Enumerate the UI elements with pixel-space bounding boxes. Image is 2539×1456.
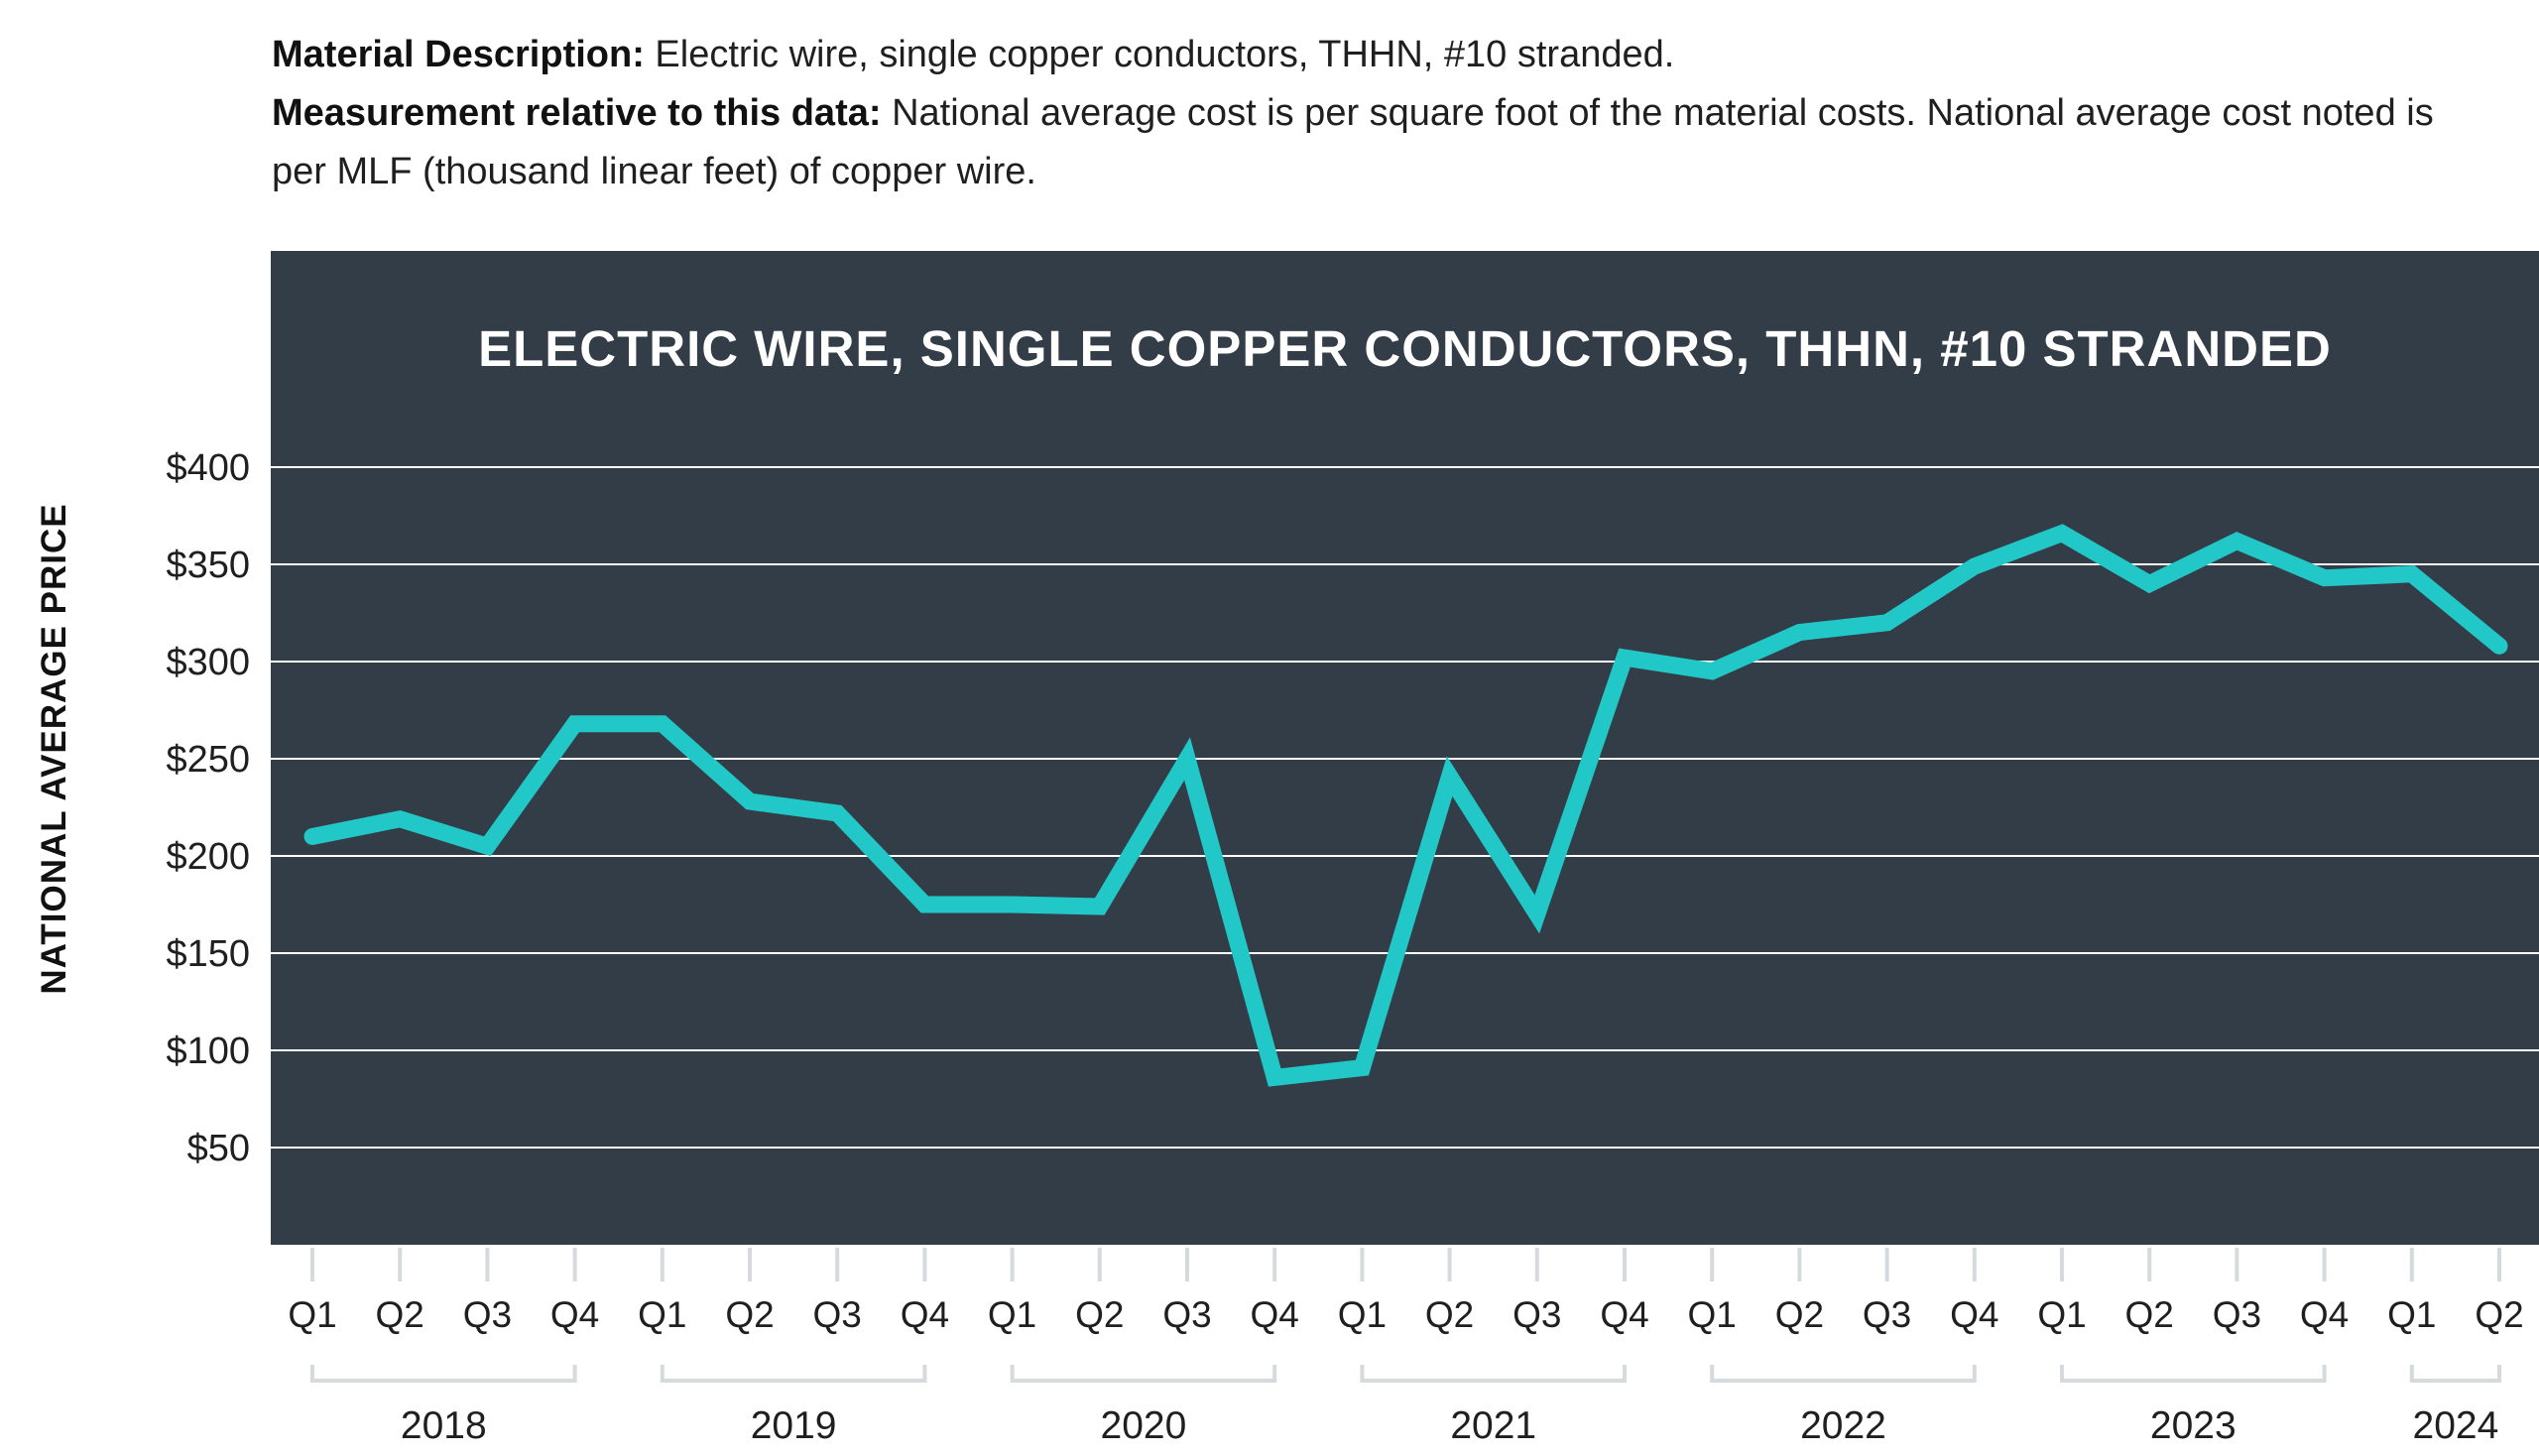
x-tick-label: Q1 bbox=[988, 1294, 1036, 1335]
material-description: Material Description: Electric wire, sin… bbox=[272, 26, 2493, 201]
description-label-1: Material Description: bbox=[272, 34, 645, 75]
data-point bbox=[2498, 645, 2500, 648]
price-series-line bbox=[303, 524, 2508, 1087]
year-bracket bbox=[1010, 1365, 1277, 1383]
x-tick-label: Q2 bbox=[1775, 1294, 1824, 1335]
y-tick-label: $50 bbox=[187, 1128, 250, 1169]
x-tick-label: Q3 bbox=[1162, 1294, 1211, 1335]
data-point bbox=[1186, 758, 1188, 760]
description-line-1: Material Description: Electric wire, sin… bbox=[272, 26, 2493, 84]
x-tick-label: Q1 bbox=[288, 1294, 336, 1335]
y-tick-label: $250 bbox=[166, 739, 250, 781]
y-tick-label: $400 bbox=[166, 447, 250, 489]
data-point bbox=[573, 722, 576, 725]
year-label: 2024 bbox=[2413, 1404, 2499, 1447]
data-point bbox=[1885, 621, 1888, 624]
y-tick-label: $150 bbox=[166, 933, 250, 975]
chart-title: ELECTRIC WIRE, SINGLE COPPER CONDUCTORS,… bbox=[478, 320, 2332, 377]
x-tick-label: Q4 bbox=[550, 1294, 599, 1335]
x-tick-label: Q1 bbox=[2387, 1294, 2436, 1335]
data-point bbox=[2410, 572, 2413, 575]
y-tick-label: $300 bbox=[166, 642, 250, 683]
year-label: 2019 bbox=[751, 1404, 837, 1447]
x-tick-label: Q2 bbox=[2475, 1294, 2523, 1335]
data-point bbox=[1624, 657, 1626, 660]
data-point bbox=[486, 845, 489, 848]
description-line-2: Measurement relative to this data: Natio… bbox=[272, 84, 2493, 201]
x-tick-label: Q4 bbox=[901, 1294, 949, 1335]
data-point bbox=[1011, 904, 1014, 906]
chart-panel bbox=[271, 251, 2539, 1245]
data-point bbox=[1798, 631, 1801, 634]
data-point bbox=[836, 811, 839, 814]
x-tick-label: Q1 bbox=[1688, 1294, 1737, 1335]
x-tick-label: Q2 bbox=[376, 1294, 424, 1335]
data-point bbox=[1361, 1066, 1364, 1069]
data-point bbox=[923, 904, 926, 906]
data-point bbox=[1711, 669, 1714, 672]
x-tick-label: Q2 bbox=[1425, 1294, 1474, 1335]
y-tick-label: $100 bbox=[166, 1031, 250, 1072]
year-bracket bbox=[2060, 1365, 2327, 1383]
x-tick-label: Q3 bbox=[1863, 1294, 1911, 1335]
x-tick-label: Q2 bbox=[725, 1294, 774, 1335]
year-bracket bbox=[1360, 1365, 1627, 1383]
year-label: 2020 bbox=[1101, 1404, 1187, 1447]
data-point bbox=[2236, 540, 2238, 543]
data-point bbox=[2148, 582, 2151, 585]
year-bracket bbox=[660, 1365, 927, 1383]
x-tick-label: Q1 bbox=[1338, 1294, 1387, 1335]
data-point bbox=[1973, 564, 1976, 567]
year-label: 2023 bbox=[2150, 1404, 2237, 1447]
data-point bbox=[1448, 775, 1451, 778]
x-tick-label: Q2 bbox=[2125, 1294, 2174, 1335]
y-tick-label: $200 bbox=[166, 836, 250, 878]
description-label-2: Measurement relative to this data: bbox=[272, 92, 882, 134]
data-point bbox=[399, 817, 402, 820]
x-tick-label: Q4 bbox=[1251, 1294, 1299, 1335]
data-point bbox=[661, 722, 664, 725]
x-tick-label: Q4 bbox=[1600, 1294, 1648, 1335]
year-label: 2022 bbox=[1800, 1404, 1886, 1447]
x-tick-label: Q4 bbox=[1950, 1294, 1998, 1335]
x-tick-label: Q3 bbox=[1512, 1294, 1561, 1335]
description-text-2: National average cost is per square foot… bbox=[272, 92, 2434, 192]
year-bracket bbox=[310, 1365, 577, 1383]
data-point bbox=[1098, 905, 1101, 908]
x-tick-label: Q1 bbox=[638, 1294, 686, 1335]
data-point bbox=[749, 800, 751, 803]
x-tick-label: Q2 bbox=[1075, 1294, 1124, 1335]
year-bracket bbox=[2409, 1365, 2501, 1383]
x-tick-label: Q3 bbox=[813, 1294, 862, 1335]
data-point bbox=[2323, 576, 2326, 579]
x-tick-label: Q1 bbox=[2037, 1294, 2086, 1335]
year-label: 2018 bbox=[401, 1404, 487, 1447]
x-tick-label: Q3 bbox=[463, 1294, 512, 1335]
year-label: 2021 bbox=[1450, 1404, 1536, 1447]
data-point bbox=[311, 835, 313, 838]
x-tick-label: Q3 bbox=[2213, 1294, 2261, 1335]
description-text-1: Electric wire, single copper conductors,… bbox=[644, 34, 1675, 75]
y-tick-label: $350 bbox=[166, 545, 250, 586]
x-tick-label: Q4 bbox=[2300, 1294, 2349, 1335]
data-point bbox=[1273, 1076, 1276, 1079]
data-point bbox=[1535, 912, 1538, 915]
data-point bbox=[2061, 532, 2063, 535]
year-bracket bbox=[1710, 1365, 1977, 1383]
